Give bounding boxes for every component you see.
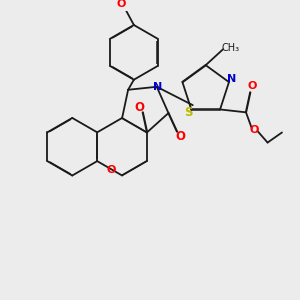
Text: N: N: [153, 82, 162, 92]
Text: CH₃: CH₃: [221, 43, 239, 53]
Text: O: O: [106, 165, 116, 175]
Text: N: N: [227, 74, 236, 84]
Text: O: O: [116, 0, 126, 9]
Text: S: S: [184, 106, 193, 119]
Text: O: O: [250, 124, 259, 135]
Text: O: O: [175, 130, 185, 142]
Text: O: O: [135, 101, 145, 114]
Text: O: O: [247, 81, 256, 92]
